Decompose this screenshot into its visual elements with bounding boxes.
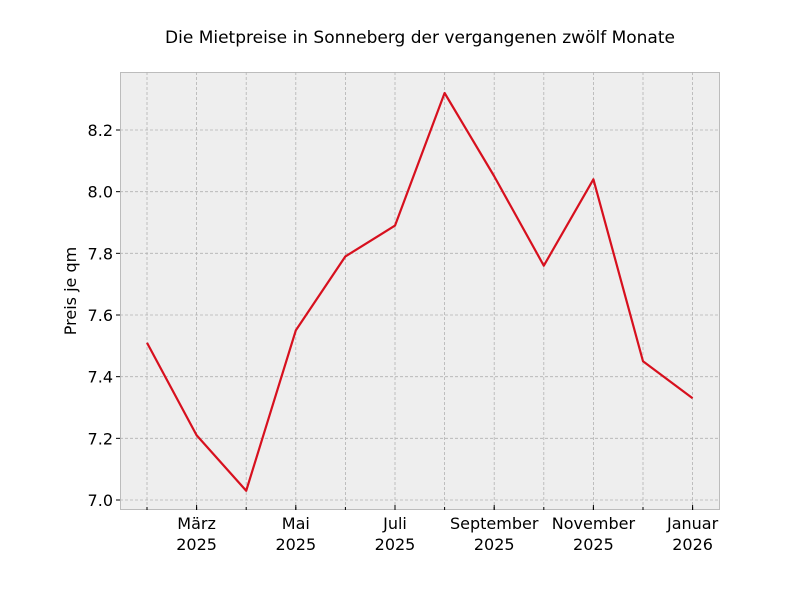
x-tick-label: Juli (382, 514, 407, 533)
y-tick-label: 7.0 (88, 491, 113, 510)
chart-title: Die Mietpreise in Sonneberg der vergange… (165, 28, 675, 48)
x-tick-label: November (552, 514, 636, 533)
x-tick-label: Mai (282, 514, 310, 533)
grid-lines (120, 72, 720, 510)
x-tick-label: 2025 (176, 535, 217, 554)
y-tick-label: 7.6 (88, 306, 113, 325)
y-tick-label: 7.2 (88, 429, 113, 448)
y-axis-label: Preis je qm (61, 247, 80, 335)
x-tick-label: 2025 (573, 535, 614, 554)
y-tick-label: 7.8 (88, 244, 113, 263)
x-tick-label: Januar (666, 514, 719, 533)
x-axis: März 2025 Mai 2025 Juli 2025 September 2025 Nove… (146, 505, 719, 554)
x-tick-label: März (177, 514, 216, 533)
price-line (146, 91, 694, 492)
x-tick-label: 2026 (672, 535, 713, 554)
x-tick-label: 2025 (275, 535, 316, 554)
x-tick-label: 2025 (474, 535, 515, 554)
y-axis: 7.0 7.2 7.4 7.6 7.8 8.0 8.2 (88, 121, 120, 510)
x-tick-label: 2025 (375, 535, 416, 554)
y-tick-label: 8.0 (88, 183, 113, 202)
x-tick-label: September (450, 514, 539, 533)
y-tick-label: 8.2 (88, 121, 113, 140)
y-tick-label: 7.4 (88, 368, 113, 387)
plot-area (120, 72, 720, 510)
